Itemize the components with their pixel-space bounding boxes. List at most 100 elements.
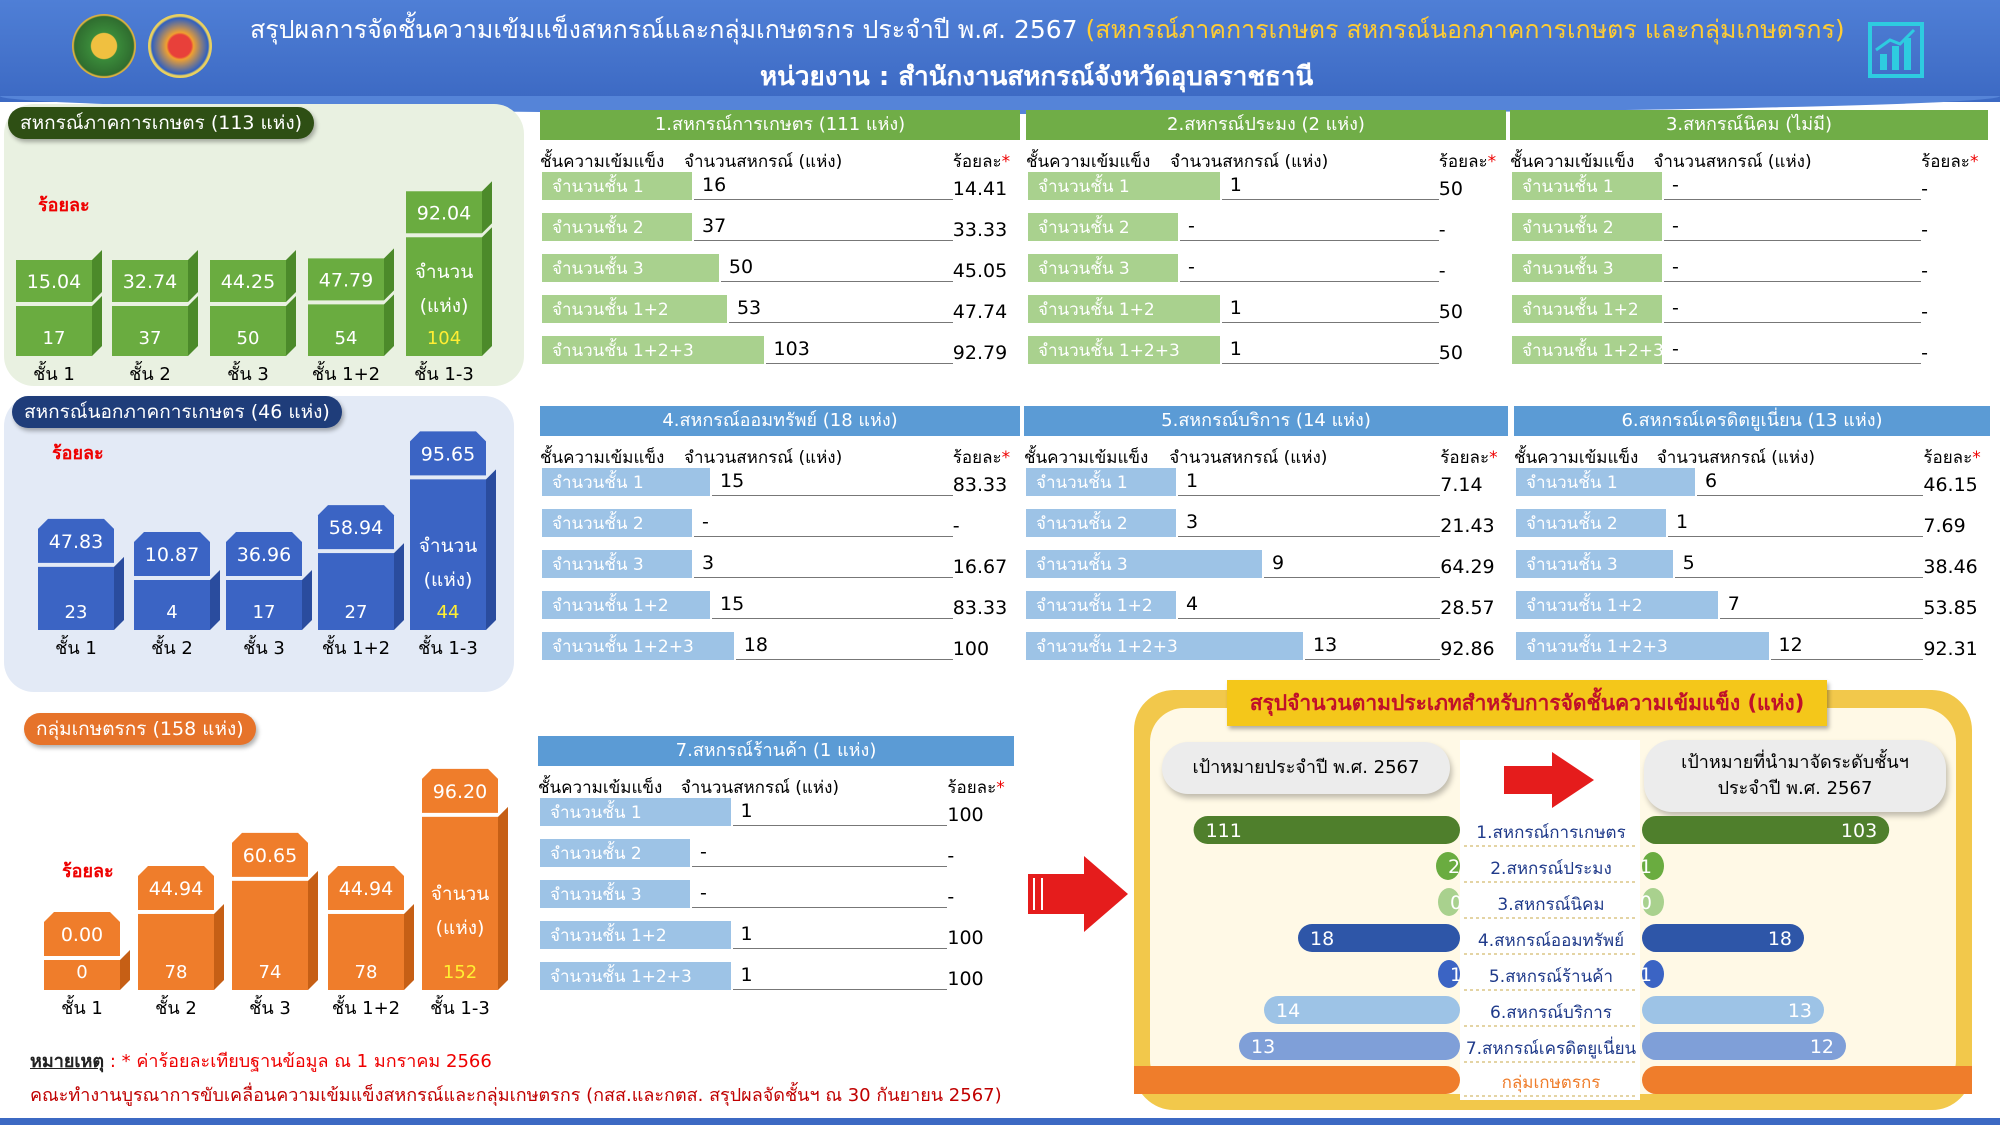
row-count: 15 bbox=[719, 470, 745, 492]
column-header: จำนวนสหกรณ์ (แห่ง) bbox=[1169, 448, 1328, 468]
row-label: จำนวนชั้น 1+2+3 bbox=[540, 962, 731, 990]
row-label: จำนวนชั้น 3 bbox=[1028, 254, 1178, 282]
row-underline bbox=[694, 240, 953, 241]
table-2: 2.สหกรณ์ประมง (2 แห่ง) ชั้นความเข้มแข็ง จำ… bbox=[1026, 110, 1506, 380]
row-label: จำนวนชั้น 3 bbox=[542, 254, 719, 282]
summary-left-bar-0 bbox=[1193, 816, 1460, 844]
count-value-agri-2: 50 bbox=[237, 328, 260, 349]
row-underline bbox=[720, 281, 953, 282]
row-percent: 7.14 bbox=[1440, 474, 1483, 496]
bar-cap-group-0 bbox=[44, 912, 120, 956]
row-underline bbox=[1178, 536, 1441, 537]
row-percent: - bbox=[1438, 260, 1446, 282]
department-logo bbox=[148, 14, 212, 78]
count-unit-sub-group: (แห่ง) bbox=[436, 917, 485, 939]
pct-value-agri-2: 44.25 bbox=[221, 271, 275, 293]
category-label-agri-4: ชั้น 1-3 bbox=[414, 361, 474, 385]
bar-side-group-4 bbox=[498, 806, 508, 990]
row-count: - bbox=[1188, 256, 1195, 278]
summary-right-value-0: 103 bbox=[1841, 820, 1877, 842]
bar-nonagri-2 bbox=[226, 580, 302, 630]
row-label: จำนวนชั้น 1+2+3 bbox=[542, 336, 764, 364]
row-label: จำนวนชั้น 2 bbox=[1516, 509, 1666, 537]
bar-cap-group-2 bbox=[232, 832, 308, 877]
agri-bar-chart: 15.04 17 ชั้น 1 32.74 37 ชั้น 2 44.25 50 ชั้น 3 4… bbox=[16, 181, 492, 385]
row-underline bbox=[1770, 659, 1924, 660]
row-label: จำนวนชั้น 1+2 bbox=[1512, 295, 1662, 323]
row-count: - bbox=[1188, 215, 1195, 237]
count-unit-sub-agri: (แห่ง) bbox=[420, 295, 469, 317]
category-label-group-0: ชั้น 1 bbox=[61, 995, 103, 1019]
summary-right-bar-2 bbox=[1642, 888, 1664, 916]
row-label: จำนวนชั้น 3 bbox=[542, 550, 692, 578]
row-underline bbox=[1221, 199, 1439, 200]
bar-side-nonagri-0 bbox=[114, 556, 124, 630]
row-label: จำนวนชั้น 3 bbox=[1512, 254, 1662, 282]
summary-category-4: 5.สหกรณ์ร้านค้า bbox=[1489, 967, 1613, 987]
row-percent: 83.33 bbox=[952, 474, 1008, 496]
summary-right-value-4: 1 bbox=[1640, 964, 1652, 986]
note-line: หมายเหตุ : * ค่าร้อยละเทียบฐานข้อมูล ณ 1… bbox=[30, 1051, 492, 1072]
bar-side-agri-3 bbox=[384, 294, 394, 356]
row-count: - bbox=[700, 841, 707, 863]
row-percent: 47.74 bbox=[952, 301, 1008, 323]
row-percent: 92.86 bbox=[1440, 638, 1495, 660]
column-header: ร้อยละ bbox=[953, 444, 1010, 471]
row-underline bbox=[711, 618, 953, 619]
bar-cap-nonagri-0 bbox=[38, 518, 114, 563]
row-percent: 92.79 bbox=[952, 342, 1008, 364]
group-pct-label: ร้อยละ bbox=[62, 861, 114, 882]
row-label: จำนวนชั้น 1+2+3 bbox=[1028, 336, 1220, 364]
bar-nonagri-0 bbox=[38, 566, 114, 630]
row-underline bbox=[765, 363, 953, 364]
summary-category-2: 3.สหกรณ์นิคม bbox=[1497, 895, 1604, 915]
page-subtitle: หน่วยงาน : สำนักงานสหกรณ์จังหวัดอุบลราชธ… bbox=[760, 62, 1314, 92]
row-percent: 100 bbox=[947, 927, 984, 949]
summary-left-bar-3 bbox=[1298, 924, 1460, 952]
row-count: 9 bbox=[1271, 552, 1285, 574]
bar-cap-side-agri-1 bbox=[188, 250, 198, 302]
row-percent: 46.15 bbox=[1923, 474, 1978, 496]
row-percent: 50 bbox=[1438, 178, 1463, 200]
summary-category-0: 1.สหกรณ์การเกษตร bbox=[1476, 823, 1625, 843]
pct-value-agri-3: 47.79 bbox=[319, 269, 373, 291]
row-underline bbox=[732, 825, 948, 826]
row-percent: 33.33 bbox=[952, 219, 1008, 241]
nonagri-pct-label: ร้อยละ bbox=[52, 443, 104, 464]
table-title: 2.สหกรณ์ประมง (2 แห่ง) bbox=[1026, 110, 1506, 140]
summary-category-1: 2.สหกรณ์ประมง bbox=[1490, 859, 1612, 879]
bar-agri-0 bbox=[16, 306, 92, 356]
bar-side-group-3 bbox=[404, 903, 414, 990]
category-label-nonagri-2: ชั้น 3 bbox=[243, 635, 285, 659]
row-count: - bbox=[1672, 256, 1679, 278]
row-percent: 28.57 bbox=[1440, 597, 1495, 619]
row-label: จำนวนชั้น 1 bbox=[1026, 468, 1176, 496]
row-percent: - bbox=[1921, 342, 1928, 364]
row-label: จำนวนชั้น 3 bbox=[1026, 550, 1262, 578]
row-underline bbox=[1674, 577, 1924, 578]
row-underline bbox=[732, 989, 948, 990]
row-label: จำนวนชั้น 1 bbox=[1028, 172, 1220, 200]
cooperative-logo bbox=[72, 14, 136, 78]
column-header: ชั้นความเข้มแข็ง bbox=[538, 778, 663, 798]
pct-value-nonagri-3: 58.94 bbox=[329, 517, 383, 539]
red-arrow-icon bbox=[1028, 856, 1128, 932]
row-underline bbox=[1664, 281, 1922, 282]
category-label-nonagri-0: ชั้น 1 bbox=[55, 635, 97, 659]
row-count: - bbox=[700, 882, 707, 904]
row-underline bbox=[1180, 240, 1439, 241]
row-count: 1 bbox=[1186, 470, 1199, 492]
bar-chart-icon bbox=[1868, 22, 1924, 78]
row-count: 1 bbox=[740, 964, 753, 986]
row-underline bbox=[1221, 322, 1439, 323]
row-percent: - bbox=[1921, 301, 1928, 323]
row-underline bbox=[1664, 240, 1922, 241]
category-label-group-1: ชั้น 2 bbox=[155, 995, 197, 1019]
bar-nonagri-1 bbox=[134, 580, 210, 630]
count-value-agri-3: 54 bbox=[335, 328, 358, 349]
summary-right-bar-3 bbox=[1642, 924, 1804, 952]
column-header: ชั้นความเข้มแข็ง bbox=[540, 152, 665, 172]
nonagri-bar-chart: 47.83 23 ชั้น 1 10.87 4 ชั้น 2 36.96 17 ชั้น 3 58… bbox=[38, 431, 496, 659]
row-percent: 100 bbox=[947, 804, 984, 826]
summary-category-7: กลุ่มเกษตรกร bbox=[1502, 1073, 1601, 1093]
